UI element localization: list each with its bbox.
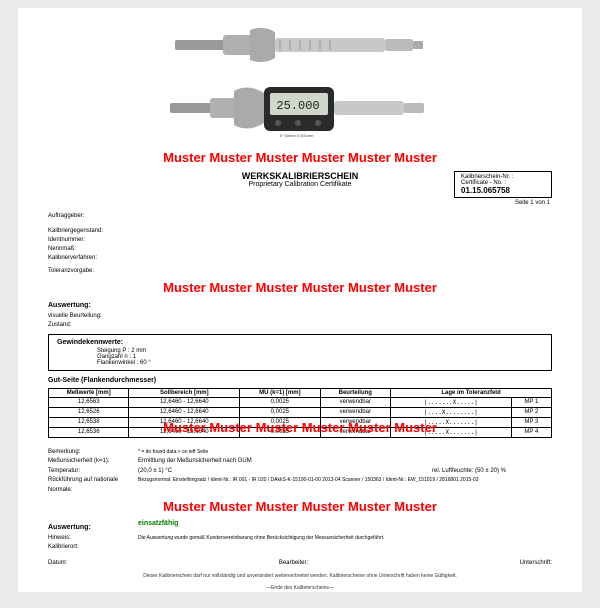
th-messwerte: Meßwerte [mm] <box>49 388 129 397</box>
muster-watermark-4: Muster Muster Muster Muster Muster Muste… <box>48 499 552 514</box>
disclaimer-1: Dieser Kalibrierschein darf nur vollstän… <box>48 572 552 580</box>
certificate-number-block: Kalibrierschein-Nr. : Certificate - No. … <box>454 171 552 206</box>
muster-watermark-1: Muster Muster Muster Muster Muster Muste… <box>48 150 552 165</box>
mu-label: Meßunsicherheit (k=1): <box>48 457 138 467</box>
label-visuelle: visuelle Beurteilung: <box>48 312 128 321</box>
mu-value: Ermittlung der Meßunsicherheit nach GUM <box>138 457 552 467</box>
table-cell: verwendbar <box>320 407 390 417</box>
flankenwinkel-value: 60 ° <box>140 360 151 366</box>
table-cell: 12,6526 <box>49 407 129 417</box>
table-cell: verwendbar <box>320 397 390 407</box>
muster-watermark-3: Muster Muster Muster Muster Muster Muste… <box>48 420 552 435</box>
label-kalibrierverfahren: Kalibrierverfahren: <box>48 254 128 263</box>
evaluation-fields: Auswertung: visuelle Beurteilung: Zustan… <box>48 301 552 330</box>
ruck-value: Bezugsnormal: Einstellringsatz / Ident-N… <box>138 476 552 495</box>
title-block: WERKSKALIBRIERSCHEIN Proprietary Calibra… <box>146 171 454 188</box>
flankenwinkel-label: Flankenwinkel : <box>97 360 138 366</box>
bearbeiter-label: Bearbeiter: <box>279 559 308 569</box>
th-beurteilung: Beurteilung <box>320 388 390 397</box>
th-mu: MU (k=1) [mm] <box>240 388 320 397</box>
table-cell: MP 1 <box>511 397 551 407</box>
table-cell: 0,0025 <box>240 397 320 407</box>
luft-value: (50 ± 20) % <box>475 468 506 474</box>
cert-number: 01.15.065758 <box>461 186 545 195</box>
table-header-row: Meßwerte [mm] Sollbereich [mm] MU (k=1) … <box>49 388 552 397</box>
document-header: WERKSKALIBRIERSCHEIN Proprietary Calibra… <box>48 171 552 206</box>
hinweis-value: Die Auswertung wurde gemäß Kundenvereinb… <box>138 534 552 544</box>
bemerkung-label: Bemerkung: <box>48 448 138 458</box>
document-title: WERKSKALIBRIERSCHEIN <box>146 171 454 181</box>
calibration-certificate-page: 25.000 0~30mm 0.001mm Muster Muster Must… <box>18 8 582 592</box>
th-lage: Lage im Toleranzfeld <box>391 388 552 397</box>
temp-value: (20,0 ± 1) °C <box>138 467 432 477</box>
disclaimer-2: —Ende des Kalibrierscheins— <box>48 584 552 592</box>
th-sollbereich: Sollbereich [mm] <box>129 388 240 397</box>
table-cell: 0,0025 <box>240 407 320 417</box>
signature-row: Datum: Bearbeiter: Unterschrift: <box>48 559 552 569</box>
table-cell: |....X........| <box>391 407 512 417</box>
table-cell: |.......X.....| <box>391 397 512 407</box>
gut-seite-title: Gut-Seite (Flankendurchmesser) <box>48 377 552 384</box>
label-toleranzvorgabe: Toleranzvorgabe: <box>48 267 128 276</box>
label-identnummer: Identnummer: <box>48 236 128 245</box>
auswertung-label: Auswertung: <box>48 522 138 533</box>
document-subtitle: Proprietary Calibration Certifikate <box>146 181 454 188</box>
auswertung-value: einsatzfähig <box>138 518 552 533</box>
instrument-images: 25.000 0~30mm 0.001mm <box>48 20 552 144</box>
table-cell: 12,6460 - 12,6640 <box>129 407 240 417</box>
table-row: 12,656312,6460 - 12,66400,0025verwendbar… <box>49 397 552 407</box>
table-cell: MP 2 <box>511 407 551 417</box>
thread-parameters-box: Gewindekennwerte: Steigung P : 2 mm Gang… <box>48 334 552 371</box>
analog-micrometer-image <box>175 20 425 75</box>
svg-text:25.000: 25.000 <box>276 99 319 113</box>
datum-label: Datum: <box>48 559 67 569</box>
unterschrift-label: Unterschrift: <box>520 559 552 569</box>
gewinde-title: Gewindekennwerte: <box>57 339 543 346</box>
label-zustand: Zustand: <box>48 321 128 330</box>
table-row: 12,652612,6460 - 12,66400,0025verwendbar… <box>49 407 552 417</box>
label-auftraggeber: Auftraggeber: <box>48 212 128 221</box>
table-cell: 12,6460 - 12,6640 <box>129 397 240 407</box>
svg-text:0~30mm 0.001mm: 0~30mm 0.001mm <box>280 133 314 138</box>
label-nennmass: Nennmaß: <box>48 245 128 254</box>
muster-watermark-2: Muster Muster Muster Muster Muster Muste… <box>48 280 552 295</box>
ruck-label: Rückführung auf nationale Normale: <box>48 476 138 495</box>
page-number: Seite 1 von 1 <box>454 200 550 206</box>
auswertung-title: Auswertung: <box>48 301 552 312</box>
table-cell: 12,6563 <box>49 397 129 407</box>
hinweis-label: Hinweis: <box>48 534 138 544</box>
bemerkung-value: * = do found data > on left Seite <box>138 448 552 458</box>
label-kalibriergegenstand: Kalibriergegenstand: <box>48 227 128 236</box>
temp-label: Temperatur: <box>48 467 138 477</box>
client-fields: Auftraggeber: Kalibriergegenstand: Ident… <box>48 212 552 276</box>
footer-block-2: Auswertung: einsatzfähig Hinweis: Die Au… <box>48 518 552 592</box>
footer-block: Bemerkung: * = do found data > on left S… <box>48 448 552 496</box>
kalibrierort-label: Kalibrierort: <box>48 543 138 553</box>
digital-micrometer-image: 25.000 0~30mm 0.001mm <box>170 79 430 144</box>
luft-label: rel. Luftfeuchte: <box>432 468 473 474</box>
measurement-table-wrap: Meßwerte [mm] Sollbereich [mm] MU (k=1) … <box>48 388 552 438</box>
